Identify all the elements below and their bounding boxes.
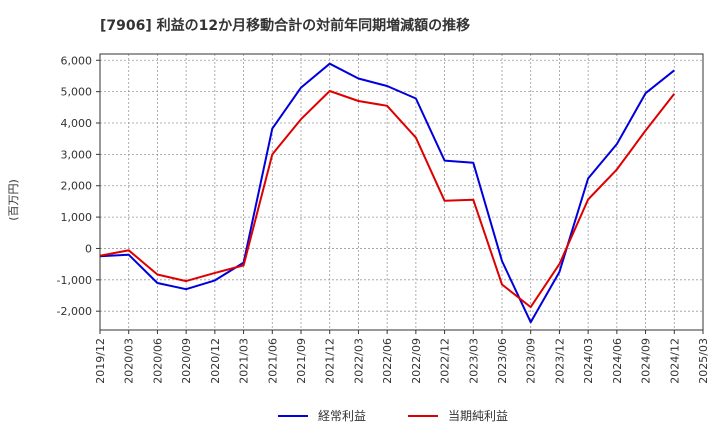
x-tick-label: 2020/12 xyxy=(209,338,222,384)
x-tick-label: 2022/06 xyxy=(381,338,394,384)
y-tick-label: 2,000 xyxy=(61,180,93,193)
plot-frame xyxy=(99,53,704,331)
y-tick-label: 3,000 xyxy=(61,148,93,161)
legend: 経常利益 当期純利益 xyxy=(278,409,508,423)
x-tick-label: 2022/09 xyxy=(410,338,423,384)
x-tick-label: 2024/06 xyxy=(611,338,624,384)
chart-title: [7906] 利益の12か月移動合計の対前年同期増減額の推移 xyxy=(100,17,470,34)
x-tick-label: 2022/03 xyxy=(352,338,365,384)
x-tick-label: 2021/03 xyxy=(238,338,251,384)
x-tick-label: 2021/09 xyxy=(295,338,308,384)
x-tick-label: 2023/12 xyxy=(553,338,566,384)
legend-label-net-profit: 当期純利益 xyxy=(448,409,508,423)
series-line-net-profit xyxy=(99,90,676,309)
x-tick-label: 2020/03 xyxy=(123,338,136,384)
y-tick-label: -2,000 xyxy=(57,305,92,318)
x-tick-label: 2021/06 xyxy=(266,338,279,384)
series-line-ordinary-profit xyxy=(99,62,675,324)
y-tick-label: 1,000 xyxy=(61,211,93,224)
x-tick-label: 2023/03 xyxy=(467,338,480,384)
y-axis-label: (百万円) xyxy=(7,179,20,221)
y-tick-label: 6,000 xyxy=(61,54,93,67)
x-tick-label: 2025/03 xyxy=(697,338,710,384)
x-tick-label: 2019/12 xyxy=(94,338,107,384)
x-tick-label: 2023/06 xyxy=(496,338,509,384)
x-tick-label: 2020/06 xyxy=(151,338,164,384)
x-tick-label: 2024/09 xyxy=(640,338,653,384)
series-layer xyxy=(99,62,676,324)
y-tick-label: 4,000 xyxy=(61,117,93,130)
axes: -2,000 -1,000 0 1,000 2,000 3,000 4,000 5,000 6,… xyxy=(57,53,710,384)
y-tick-label: -1,000 xyxy=(57,274,92,287)
x-tick-label: 2024/03 xyxy=(582,338,595,384)
legend-label-ordinary-profit: 経常利益 xyxy=(318,409,366,423)
y-tick-label: 5,000 xyxy=(61,86,93,99)
x-tick-label: 2023/09 xyxy=(525,338,538,384)
x-tick-label: 2020/09 xyxy=(180,338,193,384)
x-tick-label: 2024/12 xyxy=(668,338,681,384)
x-tick-label: 2021/12 xyxy=(324,338,337,384)
x-tick-label: 2022/12 xyxy=(439,338,452,384)
y-tick-label: 0 xyxy=(85,242,92,255)
